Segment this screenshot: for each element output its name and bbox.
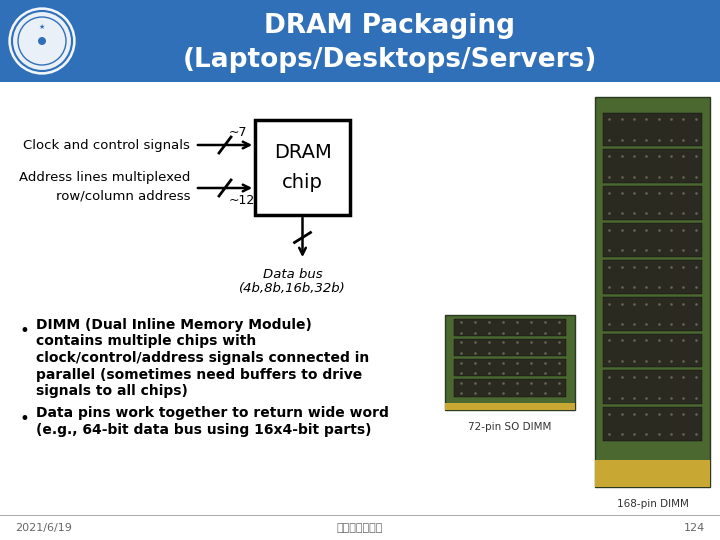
Bar xyxy=(603,113,702,146)
Text: ~12: ~12 xyxy=(229,193,256,206)
Text: Data bus: Data bus xyxy=(263,268,323,281)
Text: 72-pin SO DIMM: 72-pin SO DIMM xyxy=(468,422,552,432)
Circle shape xyxy=(9,8,75,74)
Text: (Laptops/Desktops/Servers): (Laptops/Desktops/Servers) xyxy=(183,47,597,73)
Bar xyxy=(603,150,702,183)
Bar xyxy=(255,120,350,215)
Bar xyxy=(603,407,702,441)
Text: chip: chip xyxy=(282,173,323,192)
Circle shape xyxy=(38,37,46,45)
Text: Data pins work together to return wide word: Data pins work together to return wide w… xyxy=(36,407,389,421)
Text: signals to all chips): signals to all chips) xyxy=(36,384,188,398)
Text: (4b,8b,16b,32b): (4b,8b,16b,32b) xyxy=(239,282,346,295)
Text: clock/control/address signals connected in: clock/control/address signals connected … xyxy=(36,351,369,365)
Text: row/column address: row/column address xyxy=(55,190,190,202)
FancyBboxPatch shape xyxy=(0,0,720,82)
Text: ★: ★ xyxy=(39,24,45,30)
Text: DRAM Packaging: DRAM Packaging xyxy=(264,13,516,39)
Bar xyxy=(454,339,566,356)
Bar xyxy=(445,403,575,410)
Bar xyxy=(603,334,702,367)
Text: 2021/6/19: 2021/6/19 xyxy=(15,523,72,533)
Text: parallel (sometimes need buffers to drive: parallel (sometimes need buffers to driv… xyxy=(36,368,362,381)
Text: (e.g., 64-bit data bus using 16x4-bit parts): (e.g., 64-bit data bus using 16x4-bit pa… xyxy=(36,423,372,437)
Bar xyxy=(445,315,575,410)
Text: Address lines multiplexed: Address lines multiplexed xyxy=(19,172,190,185)
Bar xyxy=(595,460,710,487)
Text: contains multiple chips with: contains multiple chips with xyxy=(36,334,256,348)
Text: 计算机体系结构: 计算机体系结构 xyxy=(337,523,383,533)
Text: •: • xyxy=(20,322,30,340)
Bar xyxy=(603,223,702,257)
Text: •: • xyxy=(20,410,30,429)
Bar xyxy=(595,97,710,487)
Bar xyxy=(454,380,566,396)
Bar xyxy=(603,297,702,330)
Bar xyxy=(454,359,566,376)
Text: ~7: ~7 xyxy=(229,126,248,139)
Bar xyxy=(603,186,702,220)
Bar xyxy=(603,260,702,294)
Text: Clock and control signals: Clock and control signals xyxy=(23,138,190,152)
Bar xyxy=(454,319,566,336)
Text: 168-pin DIMM: 168-pin DIMM xyxy=(616,499,688,509)
Text: DRAM: DRAM xyxy=(274,144,331,163)
Text: 124: 124 xyxy=(684,523,705,533)
Bar xyxy=(603,370,702,404)
Text: DIMM (Dual Inline Memory Module): DIMM (Dual Inline Memory Module) xyxy=(36,318,312,332)
